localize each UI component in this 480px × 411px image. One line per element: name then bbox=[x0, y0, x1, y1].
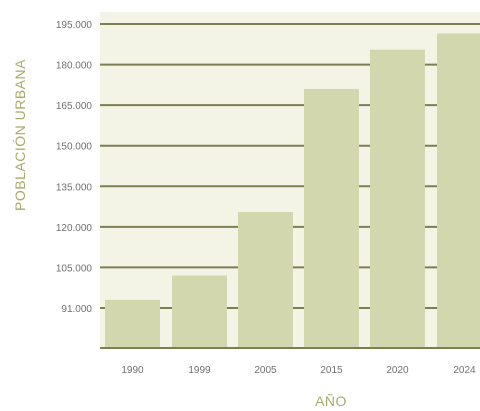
x-tick-labels: 1990 1999 2005 2015 2020 2024 bbox=[121, 365, 476, 376]
y-axis-label: POBLACIÓN URBANA bbox=[12, 59, 28, 211]
x-axis-label: AÑO bbox=[315, 393, 347, 409]
bar-2024 bbox=[437, 33, 480, 348]
x-tick-label: 2024 bbox=[453, 365, 476, 376]
bar-1990 bbox=[105, 299, 160, 348]
x-tick-label: 2015 bbox=[320, 365, 343, 376]
y-tick-label: 135.000 bbox=[56, 182, 93, 193]
y-tick-label: 180.000 bbox=[56, 61, 93, 72]
bar-2020 bbox=[370, 49, 425, 348]
x-tick-label: 1990 bbox=[121, 365, 144, 376]
y-tick-label: 150.000 bbox=[56, 142, 93, 153]
x-tick-label: 2005 bbox=[254, 365, 277, 376]
y-tick-label: 91.000 bbox=[61, 304, 92, 315]
bars bbox=[105, 33, 480, 349]
y-tick-label: 105.000 bbox=[56, 263, 93, 274]
bar-2015 bbox=[304, 88, 359, 349]
y-tick-label: 195.000 bbox=[56, 20, 93, 31]
y-tick-labels: 91.000 105.000 120.000 135.000 150.000 165.00… bbox=[56, 20, 93, 315]
x-tick-label: 1999 bbox=[188, 365, 211, 376]
x-tick-label: 2020 bbox=[386, 365, 409, 376]
y-tick-label: 165.000 bbox=[56, 101, 93, 112]
bar-2005 bbox=[238, 211, 293, 348]
y-tick-label: 120.000 bbox=[56, 223, 93, 234]
bar-1999 bbox=[172, 275, 227, 348]
